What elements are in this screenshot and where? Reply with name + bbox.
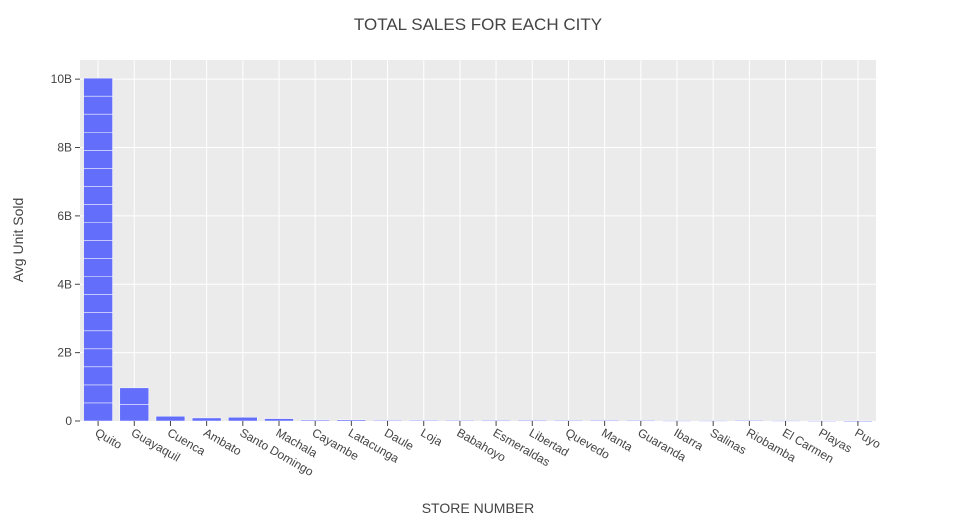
bar-ambato[interactable] bbox=[191, 417, 222, 422]
plot-area bbox=[80, 60, 876, 421]
y-tick-label: 10B bbox=[51, 72, 72, 86]
bar-esmeraldas[interactable] bbox=[481, 420, 511, 422]
bar-cuenca[interactable] bbox=[155, 415, 186, 422]
x-tick-label: Loja bbox=[418, 425, 445, 449]
bar-daule[interactable] bbox=[372, 420, 403, 422]
x-axis-title: STORE NUMBER bbox=[422, 500, 535, 516]
x-tick-label: Ambato bbox=[201, 425, 244, 458]
bar-santo-domingo[interactable] bbox=[228, 416, 258, 422]
y-tick-label: 2B bbox=[57, 346, 72, 360]
bars bbox=[83, 77, 873, 422]
x-tick-label: Puyo bbox=[852, 425, 883, 451]
y-tick-label: 0 bbox=[65, 414, 72, 428]
x-tick-label: Salinas bbox=[708, 425, 749, 457]
bar-manta[interactable] bbox=[589, 420, 620, 422]
y-axis-title: Avg Unit Sold bbox=[10, 198, 26, 283]
bar-machala[interactable] bbox=[264, 418, 294, 422]
y-tick-label: 6B bbox=[57, 209, 72, 223]
bar-latacunga[interactable] bbox=[336, 419, 367, 422]
bar-quito[interactable] bbox=[83, 77, 113, 422]
x-tick-label: Quito bbox=[93, 425, 125, 452]
y-axis-ticks: 0 2B 4B 6B 8B 10B bbox=[51, 72, 80, 428]
y-tick-label: 4B bbox=[57, 277, 72, 291]
bar-loja[interactable] bbox=[409, 419, 439, 422]
y-tick-label: 8B bbox=[57, 141, 72, 155]
chart-title: TOTAL SALES FOR EACH CITY bbox=[354, 15, 602, 34]
bar-cayambe[interactable] bbox=[300, 419, 330, 422]
